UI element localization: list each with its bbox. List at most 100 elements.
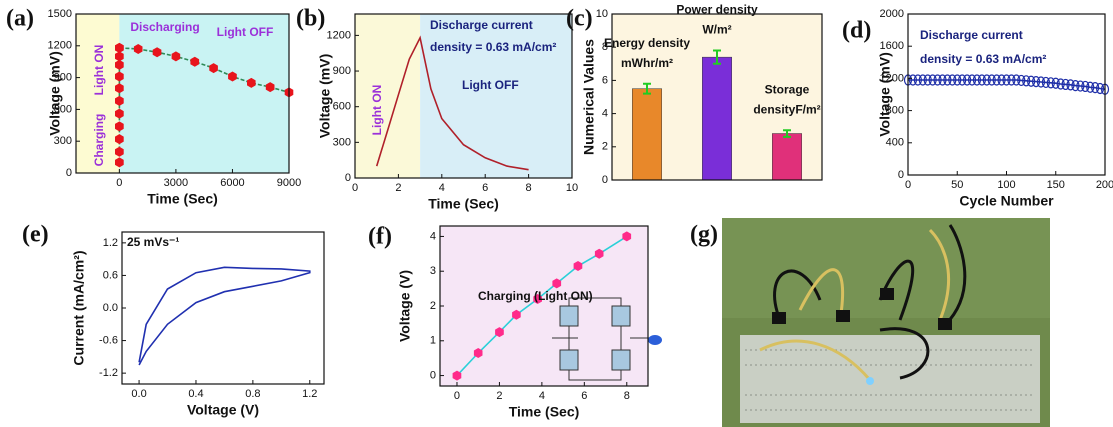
x-tick-label: 6 [482,182,488,194]
x-tick-label: 0 [454,390,460,402]
plot-background [355,14,420,178]
y-tick-label: 1.2 [103,237,118,249]
category-label: Storage [765,82,810,96]
y-tick-label: 4 [602,108,608,120]
led [648,335,662,345]
plot-background [122,232,324,384]
x-tick-label: 100 [997,179,1015,191]
panel-label: (e) [22,222,49,248]
annotation: Discharge current [430,18,533,32]
y-tick-label: 0.0 [103,302,118,314]
y-tick-label: 8 [602,41,608,53]
category-unit: densityF/m² [753,102,820,116]
bar [632,89,661,180]
device [836,310,850,322]
y-tick-label: 1600 [880,40,904,52]
panel-label: (a) [6,6,34,32]
x-tick-label: 6 [581,390,587,402]
y-tick-label: 2 [430,300,436,312]
x-axis-label: Time (Sec) [147,191,218,207]
x-tick-label: 0 [352,182,358,194]
panel-label: (g) [690,222,718,248]
y-tick-label: 1200 [327,29,351,41]
annotation: Charging [92,114,106,167]
annotation: Light ON [92,45,106,96]
y-tick-label: 6 [602,74,608,86]
x-tick-label: 0 [905,179,911,191]
y-tick-label: 0 [66,167,72,179]
y-tick-label: 3 [430,265,436,277]
y-tick-label: 2000 [880,8,904,20]
y-tick-label: 1200 [48,40,72,52]
y-axis-label: Voltage (V) [397,270,413,342]
y-tick-label: 400 [886,137,904,149]
x-tick-label: 200 [1096,179,1113,191]
capacitor [612,306,630,326]
x-tick-label: 0.4 [188,388,203,400]
capacitor [560,306,578,326]
y-tick-label: 600 [333,101,351,113]
y-tick-label: 0 [430,369,436,381]
x-tick-label: 8 [624,390,630,402]
y-tick-label: -0.6 [99,334,118,346]
x-tick-label: 50 [951,179,963,191]
y-tick-label: 1500 [48,8,72,20]
x-axis-label: Time (Sec) [428,196,499,212]
x-tick-label: 2 [496,390,502,402]
y-axis-label: Voltage (mV) [47,51,63,136]
panel-label: (b) [296,6,325,32]
panel-label: (d) [842,18,871,44]
y-tick-label: 300 [54,135,72,147]
y-tick-label: 0 [602,174,608,186]
y-tick-label: 0.6 [103,269,118,281]
capacitor [612,350,630,370]
x-tick-label: 9000 [277,177,301,189]
annotation: Light ON [370,85,384,136]
category-label: Energy density [604,36,690,50]
x-tick-label: 8 [526,182,532,194]
capacitor [560,350,578,370]
annotation: 25 mVs⁻¹ [127,235,179,249]
y-tick-label: 10 [596,8,608,20]
x-tick-label: 4 [539,390,545,402]
device [938,318,952,330]
bar [702,57,731,180]
annotation: Discharging [130,20,199,34]
x-tick-label: 10 [566,182,578,194]
y-tick-label: 0 [345,172,351,184]
annotation: Light OFF [462,78,519,92]
x-tick-label: 3000 [164,177,188,189]
annotation: Discharge current [920,28,1023,42]
plot-background [420,14,572,178]
device [772,312,786,324]
y-tick-label: 900 [333,65,351,77]
y-axis-label: Voltage (mV) [877,52,893,137]
figure: 0300600900120015000300060009000Time (Sec… [0,0,1113,427]
annotation: density = 0.63 mA/cm² [920,52,1046,66]
y-tick-label: -1.2 [99,367,118,379]
x-tick-label: 0 [116,177,122,189]
x-axis-label: Cycle Number [959,193,1054,209]
panel-label: (f) [368,224,392,250]
bar [772,134,801,180]
y-axis-label: Numerical Values [581,39,597,155]
annotation: Charging (Light ON) [478,289,593,303]
photo-shade [722,218,1050,318]
photo [722,218,1050,427]
x-tick-label: 4 [439,182,445,194]
x-tick-label: 0.8 [245,388,260,400]
y-axis-label: Current (mA/cm²) [71,250,87,365]
annotation: density = 0.63 mA/cm² [430,40,556,54]
x-tick-label: 0.0 [131,388,146,400]
x-tick-label: 1.2 [302,388,317,400]
device [880,288,894,300]
category-unit: mWhr/m² [621,56,673,70]
y-tick-label: 4 [430,230,436,242]
x-axis-label: Voltage (V) [187,402,259,418]
y-tick-label: 300 [333,136,351,148]
panel-label: (c) [566,6,593,32]
y-tick-label: 1 [430,335,436,347]
annotation: Light OFF [217,25,274,39]
category-unit: W/m² [702,23,731,37]
y-axis-label: Voltage (mV) [317,54,333,139]
